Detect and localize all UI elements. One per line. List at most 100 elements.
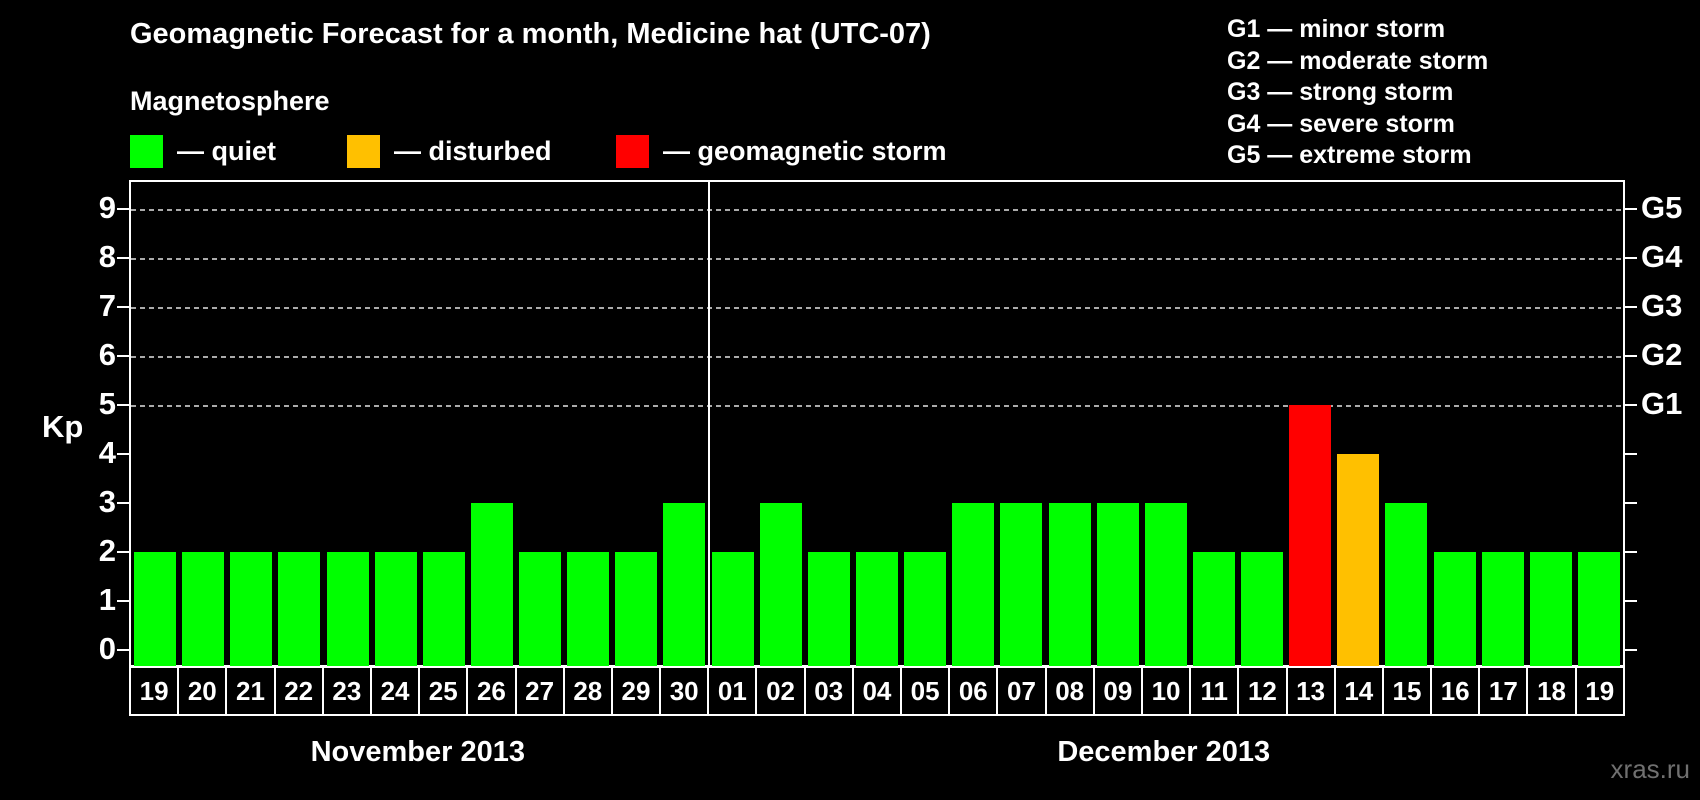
y-axis-label-2: 2 (98, 532, 116, 568)
gridline-kp6 (131, 356, 1623, 358)
day-label-27: 27 (514, 666, 563, 716)
right-axis-label-g3: G3 (1641, 287, 1683, 323)
y-axis-tick-right-8 (1624, 257, 1637, 259)
bar-november-30 (663, 503, 706, 666)
bar-november-19 (134, 552, 177, 666)
day-label-01: 01 (707, 666, 756, 716)
bar-december-18 (1529, 552, 1572, 666)
bar-december-01 (711, 552, 754, 666)
y-axis-label-6: 6 (98, 336, 116, 372)
bar-december-07 (1000, 503, 1043, 666)
day-label-22: 22 (273, 666, 322, 716)
y-axis-label-7: 7 (98, 287, 116, 323)
day-label-29: 29 (610, 666, 660, 716)
day-label-16: 16 (1430, 666, 1479, 716)
day-label-09: 09 (1092, 666, 1141, 716)
day-label-19: 19 (1574, 666, 1623, 716)
gridline-kp7 (131, 307, 1623, 309)
month-label-november: November 2013 (310, 736, 525, 768)
day-label-12: 12 (1237, 666, 1286, 716)
gridline-kp8 (131, 258, 1623, 260)
day-label-03: 03 (803, 666, 852, 716)
y-axis-tick-right-7 (1624, 306, 1637, 308)
y-axis-tick-right-9 (1624, 208, 1637, 210)
day-label-30: 30 (659, 666, 708, 716)
y-axis-tick-left-0 (117, 649, 130, 651)
day-label-07: 07 (996, 666, 1045, 716)
day-label-19: 19 (129, 666, 178, 716)
day-label-24: 24 (369, 666, 419, 716)
gridline-kp9 (131, 209, 1623, 211)
bar-november-27 (519, 552, 562, 666)
y-axis-label-4: 4 (98, 434, 116, 470)
bar-december-12 (1241, 552, 1284, 666)
day-label-17: 17 (1478, 666, 1527, 716)
gridline-kp5 (131, 405, 1623, 407)
y-axis-tick-left-9 (117, 208, 130, 210)
quiet-color-swatch (130, 134, 163, 168)
day-label-05: 05 (900, 666, 949, 716)
day-label-14: 14 (1333, 666, 1382, 716)
bar-november-26 (470, 503, 513, 666)
y-axis-tick-left-4 (117, 453, 130, 455)
day-label-04: 04 (851, 666, 900, 716)
y-axis-tick-left-3 (117, 502, 130, 504)
day-label-21: 21 (225, 666, 274, 716)
y-axis-tick-right-2 (1624, 551, 1637, 553)
bar-november-24 (374, 552, 417, 666)
y-axis-tick-left-2 (117, 551, 130, 553)
day-label-06: 06 (948, 666, 997, 716)
legend-label-storm: — geomagnetic storm (663, 135, 947, 166)
day-label-10: 10 (1140, 666, 1190, 716)
day-label-26: 26 (466, 666, 515, 716)
bar-december-11 (1192, 552, 1235, 666)
plot-area (129, 180, 1625, 667)
right-axis-label-g5: G5 (1641, 189, 1683, 225)
bar-december-17 (1481, 552, 1524, 666)
y-axis-label-1: 1 (98, 581, 116, 617)
y-axis-label-5: 5 (98, 385, 116, 421)
bar-december-05 (904, 552, 947, 666)
watermark: xras.ru (1610, 754, 1690, 784)
y-axis-label-0: 0 (98, 630, 116, 666)
magnetosphere-label: Magnetosphere (130, 86, 330, 116)
y-axis-title: Kp (42, 409, 84, 444)
bar-november-22 (278, 552, 321, 666)
bar-november-21 (230, 552, 273, 666)
bar-november-25 (422, 552, 465, 666)
y-axis-tick-right-4 (1624, 453, 1637, 455)
g-legend-line-g1: G1 — minor storm (1227, 15, 1446, 43)
right-axis-label-g2: G2 (1641, 336, 1683, 372)
y-axis-tick-right-1 (1624, 600, 1637, 602)
bar-december-16 (1433, 552, 1476, 666)
legend-label-disturbed: — disturbed (394, 135, 552, 166)
right-axis-label-g4: G4 (1641, 238, 1683, 274)
y-axis-label-3: 3 (98, 483, 116, 519)
day-label-28: 28 (562, 666, 611, 716)
disturbed-color-swatch (347, 134, 380, 168)
day-label-11: 11 (1189, 666, 1238, 716)
bar-december-08 (1048, 503, 1091, 666)
day-axis: 19 20 21 22 23 24 25 26 27 28 29 30 01 02 03 04 05 06 07 08… (129, 666, 1625, 716)
month-separator (707, 182, 710, 665)
y-axis-tick-right-3 (1624, 502, 1637, 504)
bar-december-02 (759, 503, 802, 666)
g-legend-line-g4: G4 — severe storm (1227, 109, 1455, 138)
bar-december-04 (856, 552, 898, 666)
bar-november-20 (182, 552, 225, 666)
legend-item-quiet: — quiet (130, 134, 276, 168)
y-axis-tick-right-5 (1624, 404, 1637, 406)
day-label-15: 15 (1381, 666, 1431, 716)
y-axis-label-9: 9 (98, 189, 116, 225)
day-label-18: 18 (1526, 666, 1575, 716)
bar-december-14 (1337, 454, 1380, 666)
y-axis-tick-left-7 (117, 306, 130, 308)
chart-title: Geomagnetic Forecast for a month, Medici… (130, 18, 931, 50)
g-scale-legend: G1 — minor storm G2 — moderate storm G3 … (1227, 14, 1488, 172)
right-axis-label-g1: G1 (1641, 385, 1683, 421)
bar-december-15 (1385, 503, 1428, 666)
day-label-13: 13 (1285, 666, 1334, 716)
legend-label-quiet: — quiet (177, 135, 276, 166)
g-legend-line-g2: G2 — moderate storm (1227, 46, 1489, 75)
